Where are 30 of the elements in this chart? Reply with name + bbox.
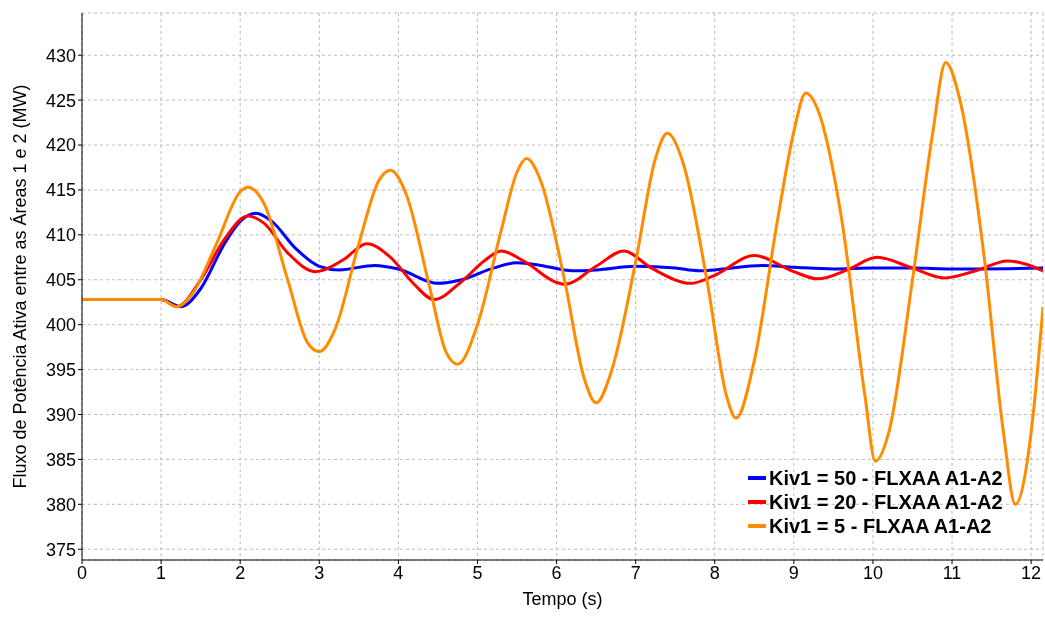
y-tick-label: 395	[45, 359, 76, 380]
y-tick-label: 415	[45, 180, 76, 201]
x-tick-label: 4	[393, 562, 404, 583]
y-tick-label: 385	[45, 449, 76, 470]
x-tick-label: 2	[235, 562, 246, 583]
legend-label: Kiv1 = 20 - FLXAA A1-A2	[769, 490, 1003, 514]
x-tick-label: 0	[76, 562, 88, 583]
x-tick-label: 3	[314, 562, 325, 583]
x-tick-label: 6	[551, 562, 562, 583]
y-tick-label: 430	[45, 45, 76, 66]
x-tick-label: 9	[788, 562, 799, 583]
x-tick-label: 8	[709, 562, 720, 583]
x-tick-label: 11	[942, 562, 962, 583]
y-axis-title: Fluxo de Potência Ativa entre as Áreas 1 e 2 (MW)	[10, 84, 31, 489]
x-tick-label: 7	[630, 562, 641, 583]
y-tick-label: 390	[45, 404, 76, 425]
legend-label: Kiv1 = 50 - FLXAA A1-A2	[769, 466, 1003, 490]
y-tick-label: 425	[45, 90, 76, 111]
y-tick-label: 380	[45, 494, 76, 515]
x-tick-label: 12	[1021, 562, 1042, 583]
x-tick-label: 5	[472, 562, 483, 583]
x-tick-label: 1	[156, 562, 167, 583]
y-tick-label: 420	[45, 135, 76, 156]
y-tick-label: 410	[45, 225, 76, 246]
y-tick-label: 375	[45, 539, 76, 560]
y-tick-label: 400	[45, 315, 76, 336]
legend-label: Kiv1 = 5 - FLXAA A1-A2	[769, 514, 992, 538]
x-tick-label: 10	[862, 562, 883, 583]
y-tick-label: 405	[45, 270, 76, 291]
x-axis-title: Tempo (s)	[522, 589, 603, 609]
